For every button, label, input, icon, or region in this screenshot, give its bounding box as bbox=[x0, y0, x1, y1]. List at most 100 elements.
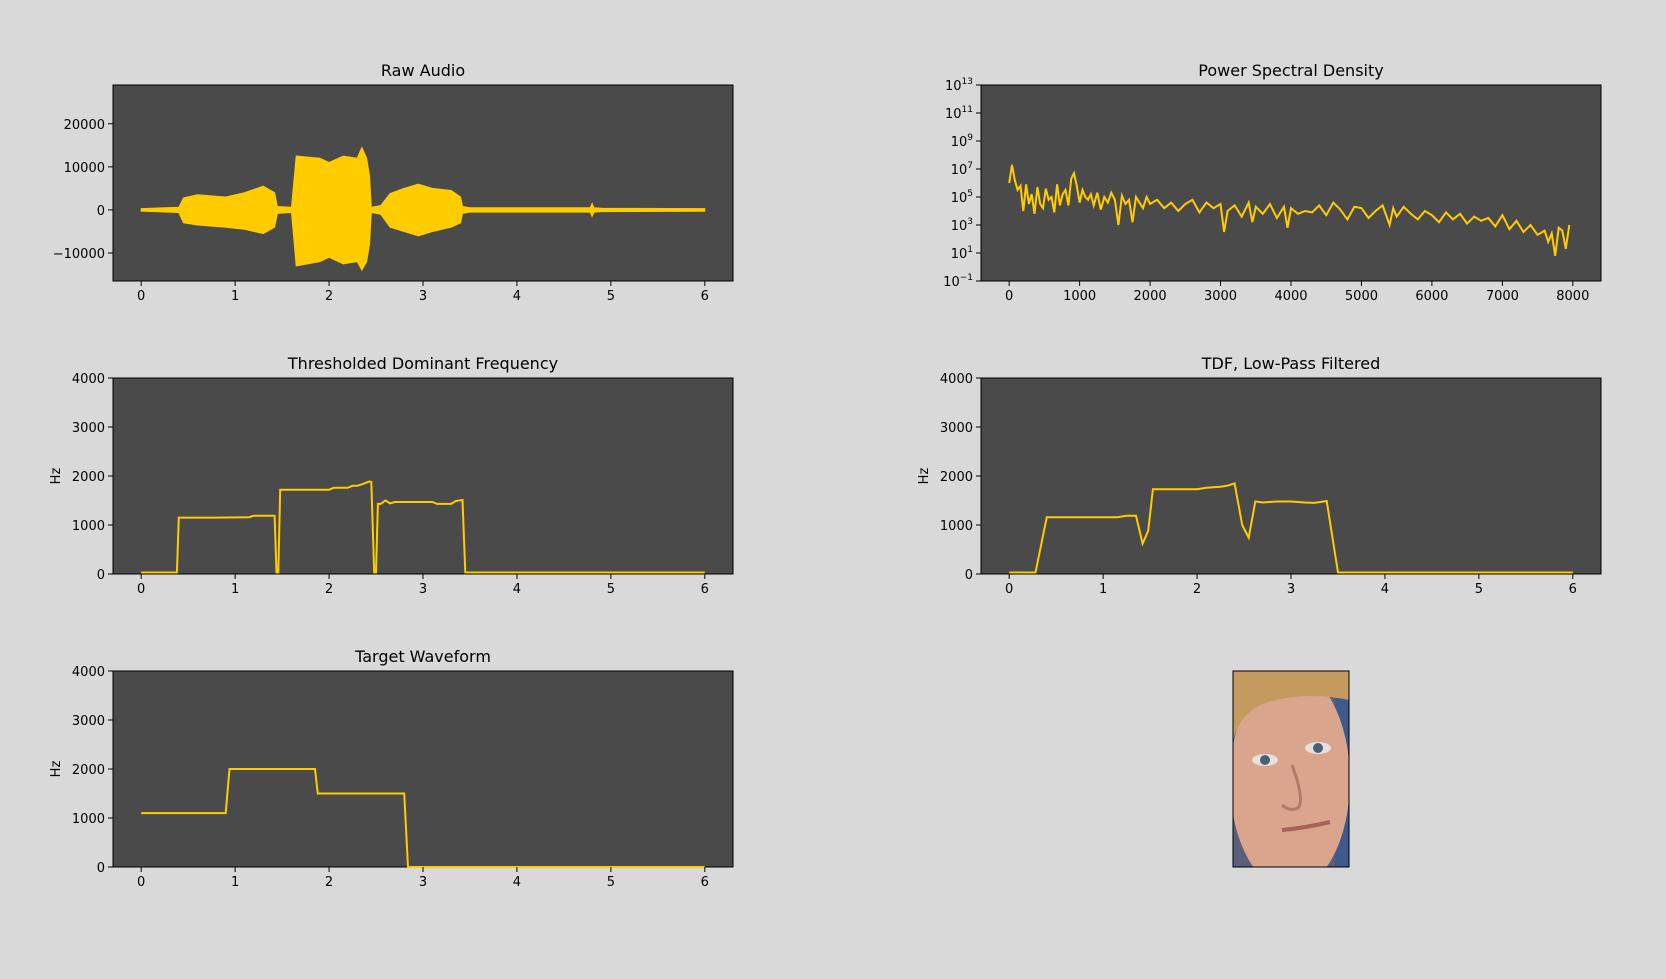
target-y-tick-label: 0 bbox=[97, 861, 105, 876]
tdf-y-tick-label: 3000 bbox=[72, 421, 105, 436]
target-series-line bbox=[141, 768, 705, 868]
psd-title: Power Spectral Density bbox=[1198, 61, 1383, 80]
psd-y-tick-exponent: 3 bbox=[967, 217, 973, 227]
lpf-y-tick-label: 0 bbox=[965, 568, 973, 583]
psd-x-tick-label: 0 bbox=[1005, 289, 1013, 304]
raw-audio-x-tick-label: 2 bbox=[325, 289, 333, 304]
psd-y-tick-label: 10−1 bbox=[943, 273, 973, 290]
target-x-axis: 0 1 2 3 4 5 6 bbox=[137, 867, 709, 890]
right-iris bbox=[1313, 743, 1323, 753]
tdf-y-axis-label: Hz bbox=[49, 468, 64, 485]
target-x-tick-label: 2 bbox=[325, 875, 333, 890]
lpf-x-tick-label: 0 bbox=[1005, 582, 1013, 597]
lpf-title: TDF, Low-Pass Filtered bbox=[1201, 354, 1381, 373]
psd-y-tick-base: 10 bbox=[951, 191, 968, 206]
tdf-x-tick-label: 5 bbox=[607, 582, 615, 597]
raw-audio-y-tick-label: 0 bbox=[97, 204, 105, 219]
tdf-x-tick-label: 6 bbox=[701, 582, 709, 597]
nose bbox=[1281, 764, 1302, 811]
tdf-y-tick-label: 1000 bbox=[72, 519, 105, 534]
tdf-x-axis: 0 1 2 3 4 5 6 bbox=[137, 574, 709, 597]
psd-y-tick-label: 101 bbox=[951, 245, 973, 262]
tdf-y-tick-label: 4000 bbox=[72, 372, 105, 387]
lpf-x-tick-label: 2 bbox=[1193, 582, 1201, 597]
psd-y-tick-base: 10 bbox=[945, 79, 962, 94]
lpf-x-tick-label: 4 bbox=[1381, 582, 1389, 597]
raw-audio-x-tick-label: 6 bbox=[701, 289, 709, 304]
psd-y-tick-exponent: 1 bbox=[967, 245, 973, 255]
hair bbox=[1233, 671, 1349, 740]
target-y-axis: 0 1000 2000 3000 4000 bbox=[72, 665, 113, 876]
raw-audio-plot-area bbox=[112, 84, 734, 282]
target-y-tick-label: 4000 bbox=[72, 665, 105, 680]
target-title: Target Waveform bbox=[354, 647, 491, 666]
target-y-tick-label: 1000 bbox=[72, 812, 105, 827]
raw-audio-x-tick-label: 1 bbox=[231, 289, 239, 304]
raw-audio-y-tick-label: 20000 bbox=[64, 118, 105, 133]
target-x-tick-label: 6 bbox=[701, 875, 709, 890]
psd-x-tick-label: 7000 bbox=[1486, 289, 1519, 304]
lpf-y-tick-label: 4000 bbox=[940, 372, 973, 387]
target-x-tick-label: 0 bbox=[137, 875, 145, 890]
psd-y-tick-base: 10 bbox=[951, 219, 968, 234]
raw-audio-title: Raw Audio bbox=[381, 61, 465, 80]
tdf-x-tick-label: 2 bbox=[325, 582, 333, 597]
tdf-series-line bbox=[141, 480, 705, 574]
target-plot-area bbox=[112, 670, 734, 868]
psd-x-tick-label: 2000 bbox=[1134, 289, 1167, 304]
target-y-tick-label: 3000 bbox=[72, 714, 105, 729]
psd-y-tick-exponent: 5 bbox=[967, 189, 973, 199]
tdf-x-tick-label: 4 bbox=[513, 582, 521, 597]
target-y-tick-label: 2000 bbox=[72, 763, 105, 778]
psd-x-tick-label: 5000 bbox=[1345, 289, 1378, 304]
psd-x-tick-label: 8000 bbox=[1556, 289, 1589, 304]
psd-y-tick-base: 10 bbox=[951, 163, 968, 178]
target-y-axis-label: Hz bbox=[49, 761, 64, 778]
psd-x-tick-label: 4000 bbox=[1274, 289, 1307, 304]
raw-audio-x-tick-label: 4 bbox=[513, 289, 521, 304]
raw-audio-y-axis: −10000 0 10000 20000 bbox=[53, 118, 113, 262]
mouth bbox=[1281, 820, 1331, 832]
target-x-tick-label: 1 bbox=[231, 875, 239, 890]
psd-y-tick-label: 1013 bbox=[945, 77, 973, 94]
tdf-x-tick-label: 3 bbox=[419, 582, 427, 597]
psd-y-tick-base: 10 bbox=[951, 247, 968, 262]
target-x-tick-label: 5 bbox=[607, 875, 615, 890]
raw-audio-x-tick-label: 5 bbox=[607, 289, 615, 304]
tdf-title: Thresholded Dominant Frequency bbox=[287, 354, 558, 373]
psd-x-tick-label: 6000 bbox=[1415, 289, 1448, 304]
psd-y-tick-label: 105 bbox=[951, 189, 973, 206]
tdf-x-tick-label: 1 bbox=[231, 582, 239, 597]
psd-x-tick-label: 1000 bbox=[1063, 289, 1096, 304]
target-x-tick-label: 4 bbox=[513, 875, 521, 890]
psd-y-tick-base: 10 bbox=[945, 107, 962, 122]
lpf-y-tick-label: 1000 bbox=[940, 519, 973, 534]
tdf-y-axis: 0 1000 2000 3000 4000 bbox=[72, 372, 113, 583]
lpf-x-tick-label: 3 bbox=[1287, 582, 1295, 597]
lpf-y-axis-label: Hz bbox=[917, 468, 932, 485]
lpf-y-axis: 0 1000 2000 3000 4000 bbox=[940, 372, 981, 583]
target-x-tick-label: 3 bbox=[419, 875, 427, 890]
psd-x-axis: 0 1000 2000 3000 4000 5000 6000 7000 8000 bbox=[1005, 281, 1589, 304]
face-skin bbox=[1233, 671, 1349, 867]
psd-y-tick-exponent: 13 bbox=[962, 77, 973, 87]
lpf-plot-area bbox=[980, 377, 1602, 575]
face-photo bbox=[1232, 670, 1350, 868]
raw-audio-y-tick-label: −10000 bbox=[53, 247, 105, 262]
lpf-series-line bbox=[1009, 482, 1573, 574]
raw-audio-x-axis: 0 1 2 3 4 5 6 bbox=[137, 281, 709, 304]
tdf-plot-area bbox=[112, 377, 734, 575]
psd-y-tick-exponent: 9 bbox=[967, 133, 973, 143]
psd-y-tick-base: 10 bbox=[951, 135, 968, 150]
raw-audio-panel: Raw Audio 0 1 2 3 4 5 6 −10000 0 10000 20000 bbox=[53, 61, 734, 304]
tdf-panel: Thresholded Dominant Frequency Hz 0 1 2 3 4 5… bbox=[49, 354, 734, 597]
lpf-x-tick-label: 5 bbox=[1475, 582, 1483, 597]
psd-y-tick-exponent: 7 bbox=[967, 161, 973, 171]
tdf-x-tick-label: 0 bbox=[137, 582, 145, 597]
psd-y-tick-label: 103 bbox=[951, 217, 973, 234]
tdf-y-tick-label: 2000 bbox=[72, 470, 105, 485]
psd-y-tick-label: 109 bbox=[951, 133, 974, 150]
raw-audio-waveform bbox=[140, 146, 706, 272]
psd-y-tick-base: 10 bbox=[943, 275, 960, 290]
